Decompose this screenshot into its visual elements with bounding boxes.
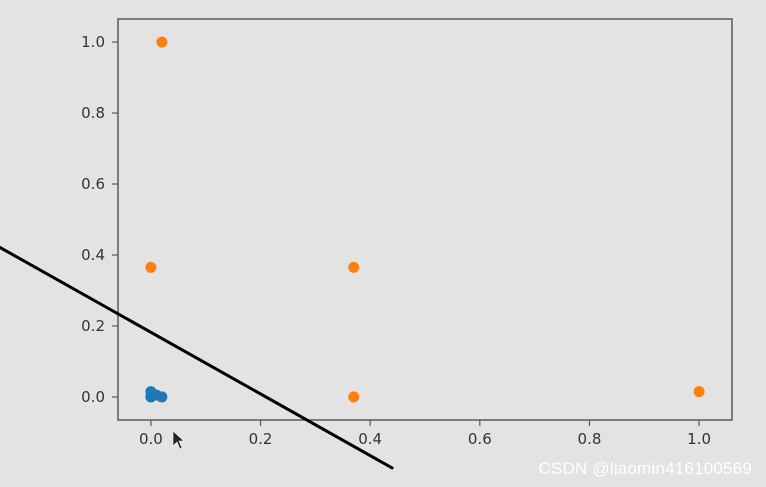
x-axis: 0.0 0.2 0.4 0.6 0.8 1.0 xyxy=(139,420,711,448)
x-tick-label: 0.0 xyxy=(139,430,163,448)
y-tick-label: 0.4 xyxy=(81,246,105,264)
watermark: CSDN @liaomin416100569 xyxy=(538,459,752,478)
x-tick-label: 0.8 xyxy=(578,430,602,448)
y-tick-label: 1.0 xyxy=(81,33,105,51)
y-tick-label: 0.8 xyxy=(81,104,105,122)
blue-point xyxy=(156,391,168,403)
annotation-layer xyxy=(0,245,394,470)
x-tick-label: 0.2 xyxy=(249,430,273,448)
decision-boundary-line xyxy=(0,245,394,470)
orange-point xyxy=(693,386,705,398)
y-tick-label: 0.6 xyxy=(81,175,105,193)
x-tick-label: 1.0 xyxy=(687,430,711,448)
y-tick-label: 0.0 xyxy=(81,388,105,406)
x-tick-label: 0.4 xyxy=(358,430,382,448)
plot-area xyxy=(117,18,733,421)
mouse-cursor-icon xyxy=(172,430,185,450)
data-points xyxy=(145,36,705,403)
y-axis: 0.0 0.2 0.4 0.6 0.8 1.0 xyxy=(81,33,118,406)
orange-point xyxy=(156,36,168,48)
orange-point xyxy=(145,261,157,273)
y-tick-label: 0.2 xyxy=(81,317,105,335)
x-tick-label: 0.6 xyxy=(468,430,492,448)
orange-point xyxy=(348,391,360,403)
orange-point xyxy=(348,261,360,273)
